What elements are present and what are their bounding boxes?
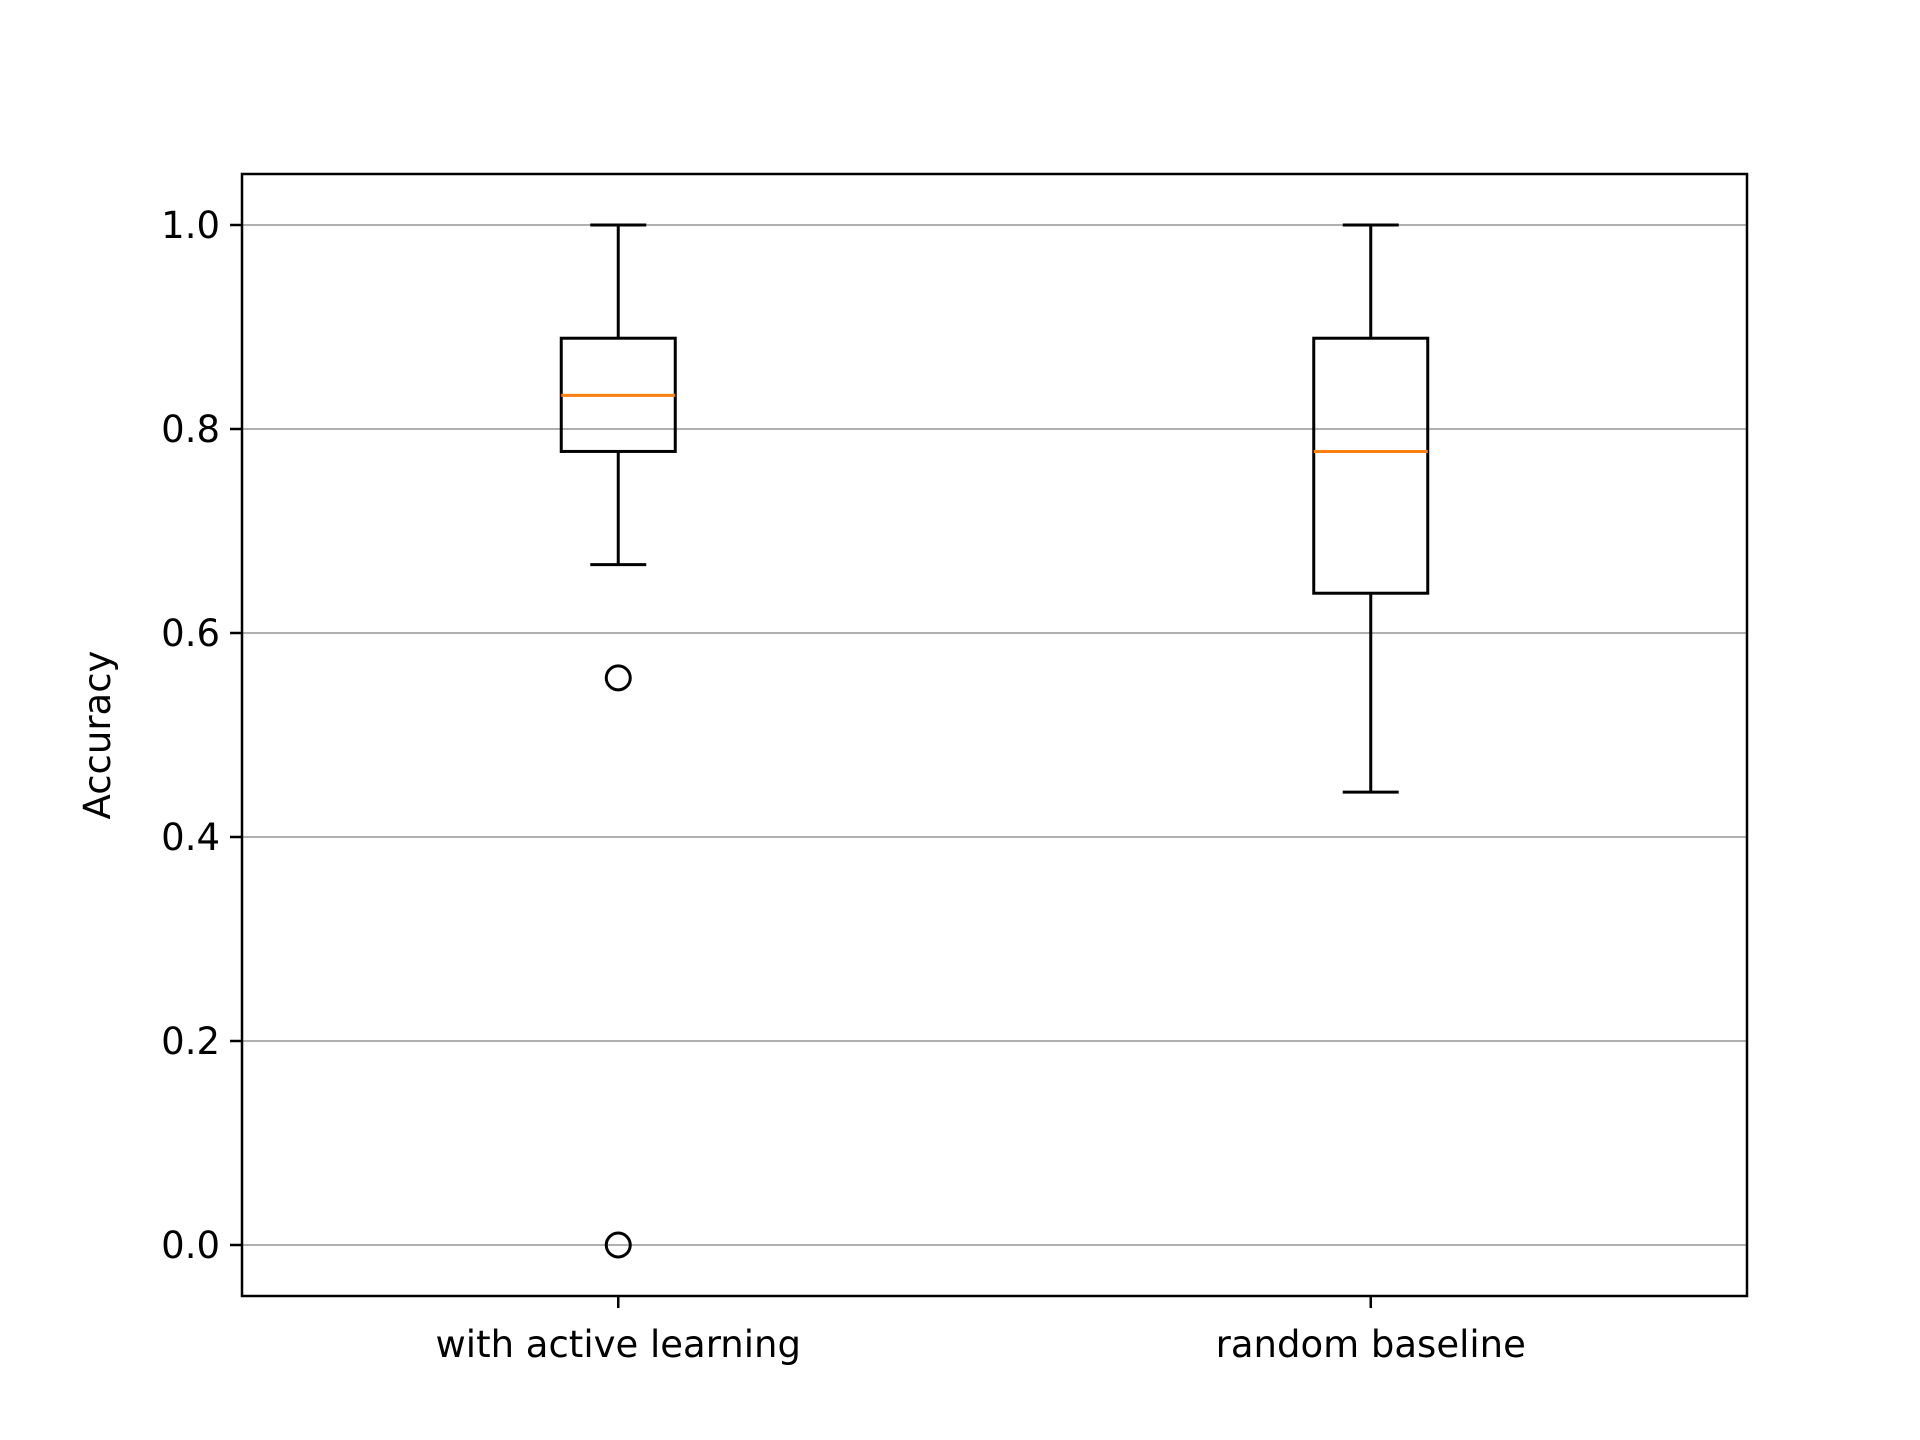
y-tick-label: 1.0 xyxy=(161,204,220,247)
y-tick-label: 0.8 xyxy=(161,408,220,451)
box-iqr xyxy=(1312,336,1430,595)
y-tick-label: 0.0 xyxy=(161,1224,220,1267)
plot-frame xyxy=(240,172,1749,1298)
y-tick-label: 0.6 xyxy=(161,612,220,655)
x-tick-label: with active learning xyxy=(436,1323,801,1366)
box-group xyxy=(559,223,677,1259)
outlier-point xyxy=(604,664,632,692)
y-axis-label: Accuracy xyxy=(76,651,119,820)
x-tick-label: random baseline xyxy=(1216,1323,1526,1366)
boxes xyxy=(559,223,1430,1259)
ticks: 0.0 0.2 0.4 0.6 0.8 1.0 with active learning ra… xyxy=(161,204,1526,1366)
outlier-point xyxy=(604,1231,632,1259)
y-tick-label: 0.4 xyxy=(161,816,220,859)
grid-lines xyxy=(242,224,1747,1246)
box-group xyxy=(1312,223,1430,794)
y-tick-label: 0.2 xyxy=(161,1020,220,1063)
